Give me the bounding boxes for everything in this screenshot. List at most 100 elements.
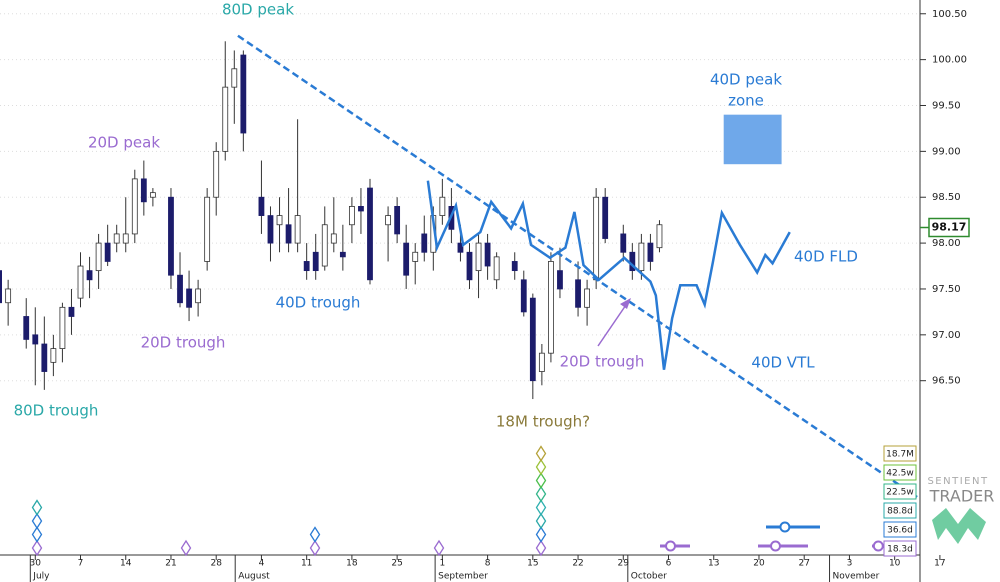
- candle-body: [385, 215, 391, 226]
- cycle-box: [883, 464, 917, 481]
- zone-label: 40D peak: [710, 71, 782, 89]
- candle-body: [240, 54, 247, 134]
- candle-body: [131, 178, 138, 235]
- candle-body: [113, 233, 120, 244]
- x-tick-label: 21: [165, 559, 176, 569]
- candle-body: [439, 196, 446, 216]
- cycle-diamond: [31, 512, 43, 530]
- candle-body: [50, 348, 57, 363]
- candle-body: [122, 233, 129, 244]
- arrow-head: [620, 298, 631, 309]
- candle-body: [312, 251, 319, 272]
- candle-body: [95, 242, 102, 272]
- candle-body: [647, 242, 654, 262]
- x-tick-label: 22: [572, 559, 583, 569]
- candle-body: [575, 279, 581, 308]
- candle-body: [557, 270, 563, 290]
- candle-body: [358, 206, 364, 212]
- candle-body: [41, 343, 48, 372]
- month-label: November: [833, 572, 880, 582]
- candle-body: [529, 297, 536, 382]
- cycle-box: [883, 502, 917, 519]
- candle-body: [412, 251, 419, 262]
- candle-body: [177, 274, 183, 304]
- x-tick-label: 18: [346, 559, 358, 569]
- cycle-diamond: [31, 499, 43, 516]
- x-tick-label: 28: [210, 559, 222, 569]
- last-price-label: 98.17: [932, 221, 967, 234]
- x-tick-label: 1: [439, 559, 445, 569]
- candle-body: [5, 288, 12, 304]
- cycle-box: [883, 540, 917, 557]
- candle-body: [638, 242, 645, 272]
- x-tick-label: 30: [30, 559, 42, 569]
- cycle-box-label: 18.7M: [886, 450, 914, 460]
- peak-zone: [723, 114, 782, 165]
- x-tick-label: 8: [485, 559, 491, 569]
- y-tick-label: 100.50: [932, 9, 967, 20]
- candle-body: [77, 265, 84, 299]
- x-tick-label: 17: [934, 559, 945, 569]
- arrow: [597, 301, 629, 347]
- month-label: October: [631, 572, 667, 582]
- series-label: 40D VTL: [751, 354, 815, 372]
- y-tick-label: 100.00: [932, 55, 967, 66]
- cycle-diamond: [535, 512, 547, 530]
- y-tick-label: 97.50: [932, 284, 961, 295]
- candle-body: [104, 242, 111, 262]
- zone-label: zone: [728, 92, 764, 110]
- x-tick-label: 3: [847, 559, 853, 569]
- x-tick-label: 20: [753, 559, 765, 569]
- candle-body: [457, 242, 464, 253]
- candle-body: [602, 196, 609, 239]
- candle-body: [195, 288, 202, 304]
- candle-body: [620, 233, 627, 253]
- cycle-point: [770, 540, 781, 552]
- annotation: 20D peak: [88, 134, 160, 152]
- y-tick-label: 97.00: [932, 330, 961, 341]
- annotation: 80D trough: [14, 402, 99, 420]
- candle-body: [140, 178, 147, 203]
- x-tick-label: 7: [78, 559, 84, 569]
- candle-body: [32, 334, 39, 345]
- cycle-box: [883, 483, 917, 500]
- cycle-box: [883, 521, 917, 538]
- y-tick-label: 99.00: [932, 146, 961, 157]
- cycle-box-label: 42.5w: [886, 469, 913, 479]
- cycle-point: [665, 540, 676, 552]
- candle-body: [421, 233, 428, 253]
- annotation: 20D trough: [141, 334, 226, 352]
- x-tick-label: 14: [120, 559, 132, 569]
- cycle-box-label: 88.8d: [887, 507, 913, 517]
- month-label: August: [238, 572, 270, 582]
- candle-body: [367, 187, 373, 281]
- annotation: 20D trough: [560, 353, 645, 371]
- candle-body: [86, 270, 93, 281]
- candle-body: [475, 242, 482, 272]
- cycle-point: [872, 540, 884, 552]
- candle-body: [294, 215, 301, 244]
- candle-body: [484, 242, 491, 267]
- y-tick-label: 96.50: [932, 376, 961, 387]
- annotation: 18M trough?: [496, 413, 590, 431]
- candle-body: [68, 306, 75, 317]
- logo-mark: [932, 508, 986, 544]
- cycle-diamond: [535, 458, 547, 476]
- logo-bottom: TRADER: [929, 487, 995, 506]
- candle-body: [0, 270, 2, 304]
- candle-body: [339, 251, 346, 258]
- candle-body: [213, 150, 220, 198]
- candle-body: [348, 206, 355, 226]
- logo-top: SENTIENT: [927, 476, 988, 487]
- cycle-diamond: [31, 526, 43, 543]
- cycle-diamond: [433, 539, 445, 557]
- candle-body: [493, 256, 500, 281]
- series-line: [237, 34, 921, 501]
- candle-body: [285, 224, 292, 244]
- cycle-diamond: [535, 445, 547, 462]
- candle-body: [403, 242, 410, 276]
- candle-body: [330, 233, 337, 244]
- x-tick-label: 15: [527, 559, 538, 569]
- cycle-point: [779, 521, 791, 533]
- candle-body: [538, 352, 545, 372]
